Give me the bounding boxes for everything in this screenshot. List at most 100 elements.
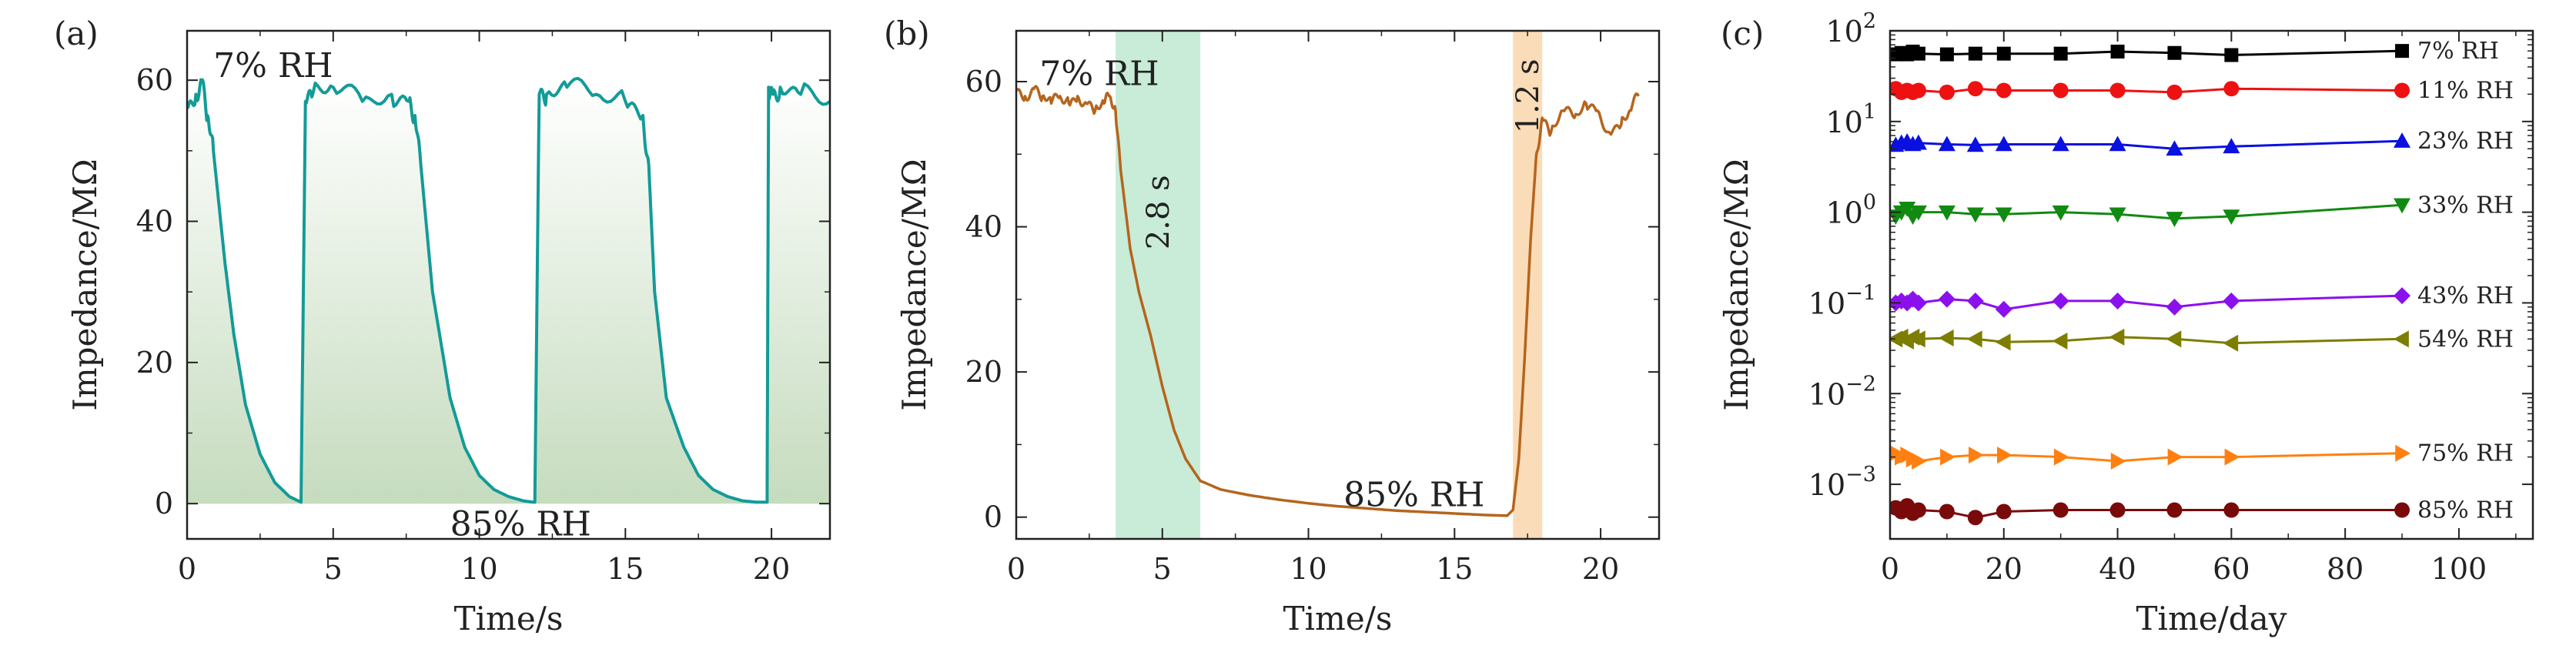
data-point: [2394, 287, 2411, 305]
y-tick-label: 10−1: [1808, 281, 1876, 320]
series-54-rh: [1890, 328, 2409, 352]
axes-frame: [1015, 29, 1661, 540]
y-tick-label: 101: [1825, 100, 1876, 139]
x-tick-label: 0: [1007, 552, 1025, 586]
data-point: [1969, 447, 1984, 464]
x-tick-label: 0: [1881, 552, 1899, 586]
plot-area: [187, 76, 830, 504]
data-point: [2167, 448, 2183, 466]
plot-area: [1890, 44, 2411, 526]
x-tick-label: 5: [1153, 552, 1172, 586]
series-33-rh: [1890, 198, 2411, 227]
data-point: [2395, 44, 2410, 59]
x-tick-label: 60: [2213, 552, 2250, 586]
band-label: 2.8 s: [1141, 175, 1176, 249]
data-point: [1938, 205, 1955, 221]
data-point: [2223, 292, 2240, 309]
data-point: [1995, 207, 2012, 223]
y-tick-exponent: −3: [1845, 463, 1876, 487]
data-point: [1938, 290, 1955, 308]
data-point: [1938, 330, 1954, 347]
y-tick-base: 10: [1808, 468, 1845, 502]
series-label: 7% RH: [2417, 38, 2499, 65]
data-point: [2109, 207, 2126, 223]
y-axis-label: Impedance/MΩ: [66, 159, 104, 411]
data-point: [1938, 135, 1955, 152]
y-tick-label: 20: [965, 355, 1002, 389]
panel-2: 0 5 10 15 20 0 20 40 60 Time/s Impedance/MΩ (b) 7% R…: [884, 15, 1661, 637]
data-point: [1996, 447, 2012, 464]
series-43-rh: [1890, 287, 2411, 318]
shaded-band-1: [1116, 31, 1201, 539]
data-point: [1909, 294, 1927, 312]
y-tick-base: 10: [1825, 105, 1862, 139]
data-point: [2052, 205, 2069, 221]
panel-label: (b): [884, 15, 930, 52]
data-point: [1966, 330, 1982, 348]
data-point: [2224, 48, 2239, 62]
data-point: [1995, 333, 2011, 351]
y-tick-label: 20: [136, 346, 173, 380]
x-tick-label: 0: [178, 552, 196, 586]
y-axis-label: Impedance/MΩ: [895, 159, 933, 411]
y-axis-label: Impedance/MΩ: [1718, 159, 1755, 411]
data-point: [1966, 292, 1984, 309]
data-point: [2109, 328, 2125, 346]
data-point: [2166, 330, 2182, 348]
y-tick-label: 0: [155, 487, 173, 520]
y-tick-base: 10: [1825, 196, 1862, 230]
impedance-line: [187, 76, 830, 504]
data-point: [1939, 503, 1955, 520]
data-point: [1995, 135, 2012, 152]
data-point: [2052, 332, 2068, 350]
panel-1: 0 5 10 15 20 0 20 40 60 Time/s Impedance/MΩ (a) 7% R…: [54, 15, 831, 637]
panel-3: 7% RH 11% RH 23% RH 33% RH 43% RH 54% RH 75% R…: [1718, 9, 2534, 637]
data-point: [2109, 292, 2126, 309]
series-11-rh: [1890, 81, 2410, 100]
data-point: [1909, 205, 1927, 221]
series-label: 85% RH: [2417, 497, 2514, 524]
data-point: [2110, 452, 2126, 470]
data-point: [2394, 82, 2410, 99]
data-point: [1912, 452, 1927, 470]
data-point: [1940, 448, 1955, 466]
x-tick-label: 80: [2327, 552, 2364, 586]
data-point: [2394, 330, 2409, 348]
data-point: [2166, 298, 2183, 316]
data-point: [1966, 136, 1984, 152]
band-label: 1.2 s: [1510, 59, 1546, 133]
data-point: [1996, 503, 2012, 520]
series-label: 54% RH: [2417, 326, 2514, 353]
x-tick-label: 20: [1986, 552, 2022, 586]
data-point: [1909, 330, 1925, 348]
series-label: 43% RH: [2417, 283, 2514, 309]
x-tick-label: 10: [1290, 552, 1326, 586]
data-point: [1967, 81, 1983, 97]
annotation: 85% RH: [1343, 475, 1484, 514]
series-label: 33% RH: [2417, 192, 2514, 219]
x-tick-label: 10: [460, 552, 497, 586]
y-tick-label: 40: [965, 210, 1002, 244]
data-point: [2166, 84, 2183, 100]
data-point: [2166, 140, 2183, 156]
data-point: [2052, 502, 2069, 518]
series-label: 23% RH: [2417, 128, 2514, 155]
data-point: [2223, 209, 2240, 226]
x-tick-label: 15: [1436, 552, 1473, 586]
y-tick-label: 60: [965, 65, 1002, 99]
axes-frame: [1889, 29, 2534, 540]
y-tick-label: 60: [136, 63, 173, 97]
data-point: [1966, 207, 1984, 223]
panel-label: (c): [1721, 15, 1764, 52]
y-tick-label: 102: [1825, 9, 1876, 49]
data-point: [2394, 132, 2411, 148]
data-point: [2109, 82, 2126, 99]
data-point: [2166, 502, 2183, 518]
x-tick-label: 20: [1582, 552, 1619, 586]
annotation: 85% RH: [450, 505, 591, 544]
y-tick-exponent: −1: [1845, 281, 1876, 305]
data-point: [2109, 135, 2126, 152]
data-point: [1911, 46, 1925, 61]
series-23-rh: [1890, 132, 2411, 156]
data-point: [1968, 46, 1982, 61]
